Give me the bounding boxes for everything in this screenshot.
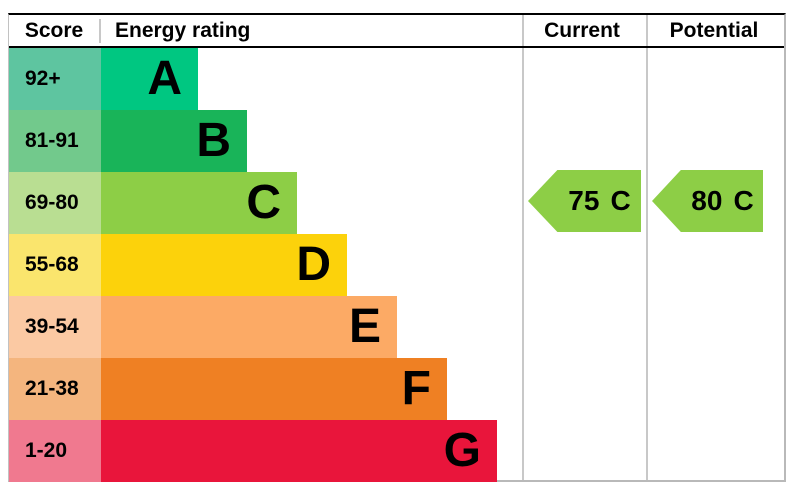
potential-column-header: Potential (669, 18, 759, 42)
rating-bar-d: D (101, 234, 347, 296)
score-range-label: 81-91 (25, 129, 79, 152)
column-divider-energy-current (522, 15, 524, 480)
band-letter: B (196, 114, 231, 167)
band-letter: F (401, 362, 431, 415)
table-header-row: Score Energy rating Current Potential (9, 15, 784, 48)
score-range-label: 55-68 (25, 253, 79, 276)
current-band-letter: C (610, 185, 631, 216)
band-row-d: 55-68 D (9, 234, 784, 296)
band-rows: 92+ A 81-91 B 69-80 C 55-68 D 39-54 E 21… (9, 48, 784, 482)
band-row-a: 92+ A (9, 48, 784, 110)
rating-bar-b: B (101, 110, 247, 172)
rating-bar-e: E (101, 296, 397, 358)
band-row-c: 69-80 C (9, 172, 784, 234)
score-cell-a: 92+ (9, 48, 101, 110)
band-letter: C (246, 176, 281, 229)
rating-bar-g: G (101, 420, 497, 482)
score-cell-g: 1-20 (9, 420, 101, 482)
potential-score-value: 80 (691, 185, 723, 216)
rating-bar-f: F (101, 358, 447, 420)
band-letter: D (296, 238, 331, 291)
band-row-f: 21-38 F (9, 358, 784, 420)
score-cell-f: 21-38 (9, 358, 101, 420)
energy-rating-column-header: Energy rating (115, 18, 251, 42)
epc-table: Score Energy rating Current Potential 92… (8, 13, 786, 482)
score-range-label: 69-80 (25, 191, 79, 214)
rating-bar-c: C (101, 172, 297, 234)
score-range-label: 92+ (25, 67, 61, 90)
score-cell-d: 55-68 (9, 234, 101, 296)
column-divider-current-potential (646, 15, 648, 480)
band-letter: G (443, 424, 481, 477)
current-column-header: Current (544, 18, 620, 42)
rating-bar-a: A (101, 48, 198, 110)
score-range-label: 39-54 (25, 315, 79, 338)
potential-rating-arrow: 80 C (652, 170, 763, 232)
band-row-g: 1-20 G (9, 420, 784, 482)
band-letter: E (348, 300, 381, 353)
score-cell-b: 81-91 (9, 110, 101, 172)
score-column-header: Score (9, 18, 101, 43)
score-range-label: 1-20 (25, 439, 68, 462)
score-cell-e: 39-54 (9, 296, 101, 358)
band-row-b: 81-91 B (9, 110, 784, 172)
band-row-e: 39-54 E (9, 296, 784, 358)
score-cell-c: 69-80 (9, 172, 101, 234)
score-range-label: 21-38 (25, 377, 79, 400)
current-score-value: 75 (568, 185, 600, 216)
band-letter: A (147, 52, 182, 105)
potential-band-letter: C (733, 185, 754, 216)
